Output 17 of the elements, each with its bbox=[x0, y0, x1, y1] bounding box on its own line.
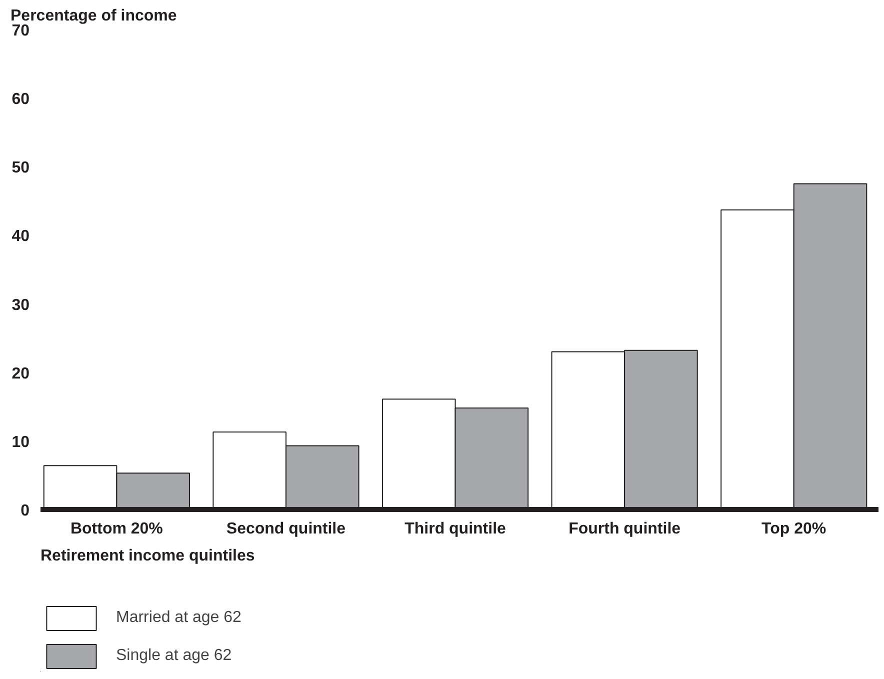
x-tick-label: Top 20% bbox=[762, 520, 826, 538]
x-tick-label: Third quintile bbox=[404, 520, 506, 538]
legend-label: Married at age 62 bbox=[116, 609, 242, 627]
legend-label: Single at age 62 bbox=[116, 647, 232, 665]
y-tick-label: 30 bbox=[12, 296, 30, 314]
y-tick-label: 60 bbox=[12, 91, 30, 108]
x-tick-label: Bottom 20% bbox=[70, 520, 163, 538]
y-tick-label: 50 bbox=[12, 160, 30, 177]
y-tick-label: 70 bbox=[12, 22, 30, 40]
y-tick-label: 10 bbox=[12, 434, 30, 451]
y-tick-label: 20 bbox=[12, 365, 30, 382]
x-tick-label: Second quintile bbox=[226, 520, 346, 538]
y-axis-title: Percentage of income bbox=[10, 8, 177, 24]
x-tick-label: Fourth quintile bbox=[568, 520, 681, 538]
y-tick-label: 40 bbox=[12, 228, 30, 246]
y-tick-label: 0 bbox=[20, 502, 30, 520]
x-axis-title: Retirement income quintiles bbox=[40, 548, 255, 564]
